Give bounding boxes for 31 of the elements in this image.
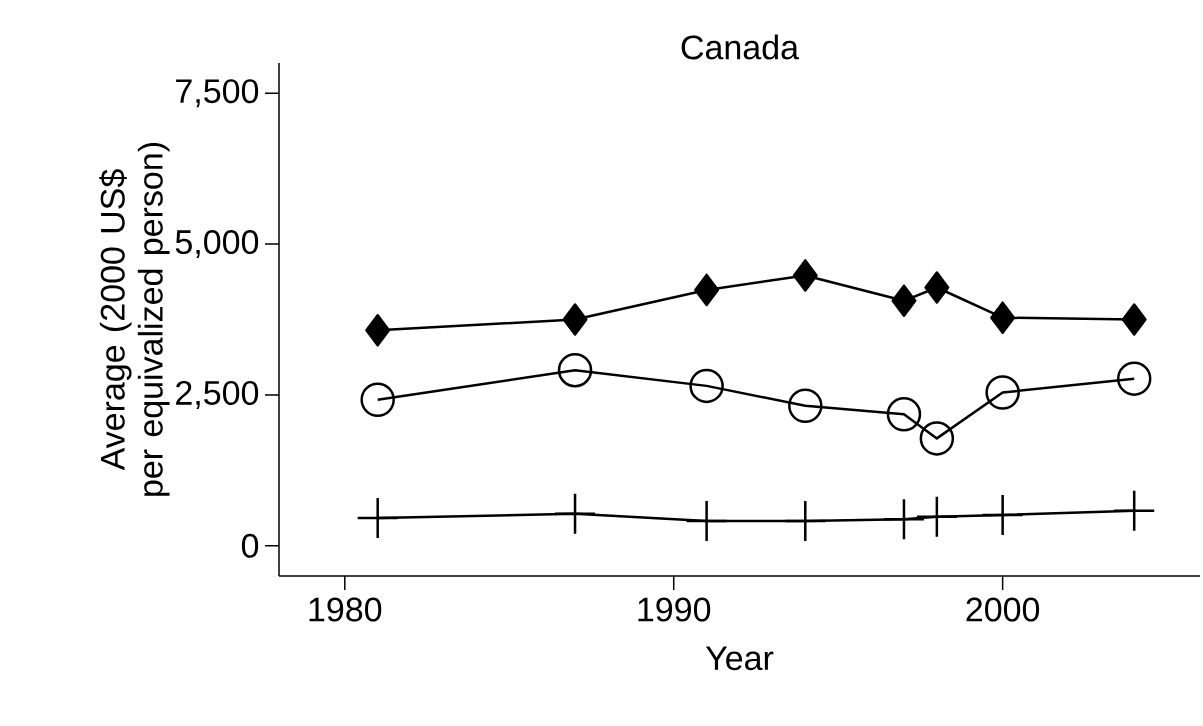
point (562, 303, 588, 336)
point (990, 301, 1016, 334)
y-tick-label: 7,500 (176, 79, 259, 108)
point (792, 259, 818, 292)
point (886, 397, 922, 432)
point (360, 382, 395, 418)
point (891, 284, 917, 318)
point (919, 421, 955, 456)
point (689, 368, 724, 404)
point (1116, 361, 1152, 396)
point (557, 352, 593, 388)
y-tick-label: 2,500 (176, 380, 259, 409)
y-axis-title: Average (2000 US$ per equivalized person) (99, 143, 170, 496)
point (982, 495, 1023, 536)
point (985, 375, 1020, 410)
y-tick-label: 0 (241, 533, 259, 558)
point (357, 498, 398, 539)
point (694, 273, 720, 307)
chart-title: Canada (681, 34, 800, 60)
x-axis-title: Year (705, 646, 774, 671)
point (883, 499, 924, 540)
point (365, 314, 391, 347)
point (788, 388, 823, 424)
x-tick-label: 1990 (638, 597, 711, 622)
x-tick-label: 1980 (309, 597, 382, 622)
point (686, 501, 727, 542)
x-tick-label: 2000 (966, 597, 1040, 622)
y-tick-label: 5,000 (175, 230, 259, 259)
point (1121, 303, 1147, 336)
point (785, 501, 826, 542)
point (924, 271, 950, 304)
